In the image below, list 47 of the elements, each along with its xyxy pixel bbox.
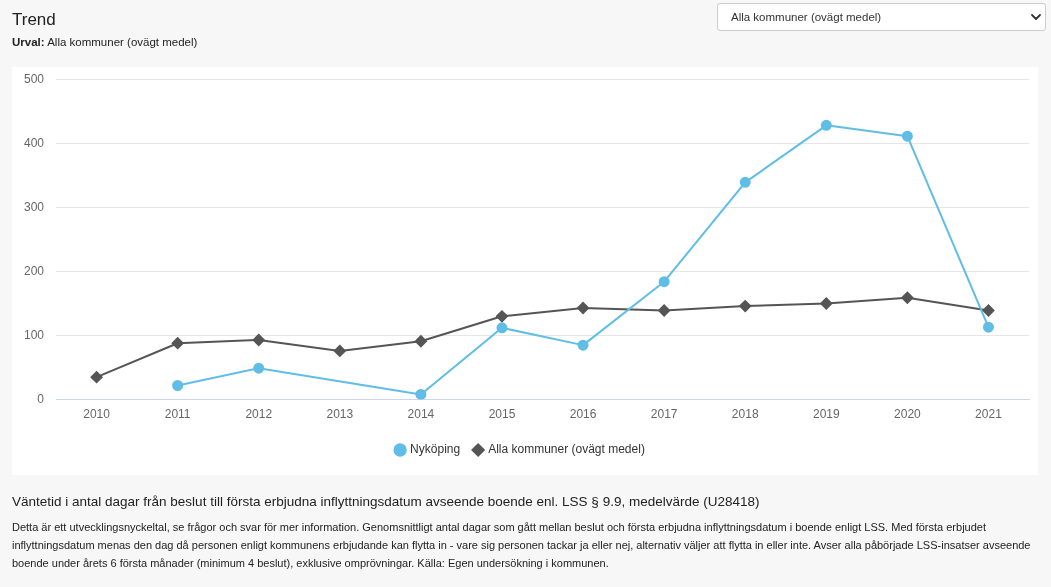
point: [90, 371, 103, 384]
text: Väntetid i antal dagar från beslut till första erbjudna inflyttningsdatum avseende boende enl. LSS § 9.9, medelvärde (U28418): [12, 494, 760, 509]
point: [171, 337, 184, 350]
x-tick-label: 2010: [83, 407, 111, 422]
point: [495, 310, 508, 323]
point: [496, 322, 508, 334]
point: [253, 362, 265, 374]
x-tick-label: 2020: [894, 407, 922, 422]
legend-label: Nyköping: [410, 442, 461, 457]
point: [739, 300, 752, 313]
x-tick-label: 2021: [975, 407, 1003, 422]
x-tick-label: 2014: [407, 407, 435, 422]
point: [658, 276, 670, 288]
y-tick-label: 500: [23, 71, 45, 86]
x-tick-label: 2016: [569, 407, 597, 422]
point: [982, 304, 995, 317]
y-tick-label: 100: [23, 327, 45, 342]
point: [172, 380, 184, 391]
point: [739, 176, 751, 188]
point: [820, 119, 832, 131]
x-tick-label: 2018: [731, 407, 759, 422]
text: Detta är ett utvecklingsnyckeltal, se frågor och svar för mer information. Genomsnittligt antal dagar som gått mellan beslut och första erbjudna inflyttningsdatum i boende enligt LSS. Med första erbjudet inflyttningsdatum menas den dag då personen enligt kommunens erbjudande kan flytta in - vare sig personen tackar ja eller nej, alternativ väljer att flytta in eller inte. Avser alla påbörjade LSS-insatser avseende boende under årets 6 första månader (minimum 4 beslut), exklusive omprövningar. Källa: Egen undersökning i kommunen.: [12, 521, 1031, 569]
point: [820, 297, 833, 310]
point: [901, 130, 913, 142]
x-tick-label: 2019: [812, 407, 840, 422]
point: [414, 335, 427, 348]
point: [982, 321, 994, 333]
x-tick-label: 2017: [650, 407, 678, 422]
y-tick-label: 0: [37, 391, 45, 406]
chart-subtitle: Urval: Alla kommuner (ovägt medel): [12, 36, 198, 48]
point: [415, 388, 427, 400]
point: [252, 334, 265, 347]
y-tick-label: 200: [23, 263, 45, 278]
point: [901, 291, 914, 304]
point: [333, 344, 346, 357]
y-tick-label: 400: [23, 135, 45, 150]
point: [577, 339, 589, 351]
point: [658, 304, 671, 317]
point: [577, 301, 590, 314]
legend-label: Alla kommuner (ovägt medel): [488, 442, 645, 457]
x-tick-label: 2011: [164, 407, 191, 422]
x-tick-label: 2015: [488, 407, 516, 422]
chart-title: Trend: [12, 10, 56, 29]
y-tick-label: 300: [23, 199, 45, 214]
x-tick-label: 2013: [326, 407, 354, 422]
x-tick-label: 2012: [245, 407, 273, 422]
text: Alla kommuner (ovägt medel): [731, 10, 882, 24]
